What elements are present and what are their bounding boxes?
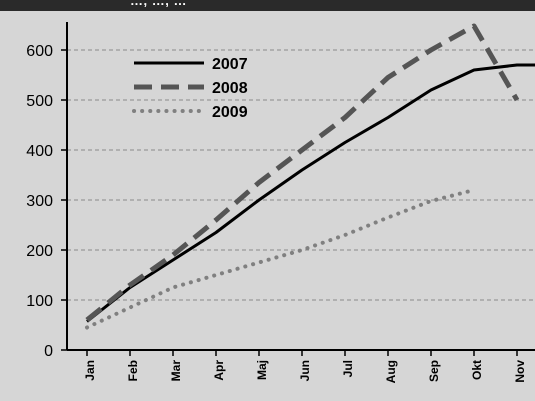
series-line-2009 <box>85 188 476 330</box>
x-tick-label: Mar <box>169 360 183 382</box>
x-tick-label: Maj <box>255 360 269 380</box>
y-tick-label: 100 <box>26 293 53 310</box>
series-line-2008 <box>85 23 520 322</box>
x-tick-label: Sep <box>427 360 441 382</box>
y-tick-label: 200 <box>26 243 53 260</box>
series-lines <box>85 23 535 330</box>
x-tick-label: Jun <box>298 360 312 381</box>
y-tick-label: 0 <box>44 343 53 360</box>
legend-label-2008: 2008 <box>212 80 248 97</box>
legend: 2007 2008 2009 <box>132 56 248 121</box>
series-line-2007 <box>86 63 535 323</box>
header-text: …, …, … <box>130 0 187 8</box>
x-tick-label: Feb <box>126 360 140 381</box>
y-tick-label: 300 <box>26 193 53 210</box>
x-tick-label: Apr <box>212 360 226 381</box>
x-tick-label: Aug <box>384 360 398 383</box>
axes: 0 100 200 300 400 500 600 Jan Feb Mar Apr Maj Jun Jul… <box>26 22 535 383</box>
header-bar: …, …, … <box>0 0 535 11</box>
legend-label-2007: 2007 <box>212 56 248 73</box>
y-tick-label: 500 <box>26 93 53 110</box>
x-tick-label: Okt <box>470 360 484 380</box>
x-tick-label: Jan <box>83 360 97 381</box>
y-tick-label: 400 <box>26 143 53 160</box>
x-tick-label: Jul <box>341 360 355 377</box>
y-tick-label: 600 <box>26 43 53 60</box>
legend-label-2009: 2009 <box>212 104 248 121</box>
x-tick-label: Nov <box>513 360 527 383</box>
